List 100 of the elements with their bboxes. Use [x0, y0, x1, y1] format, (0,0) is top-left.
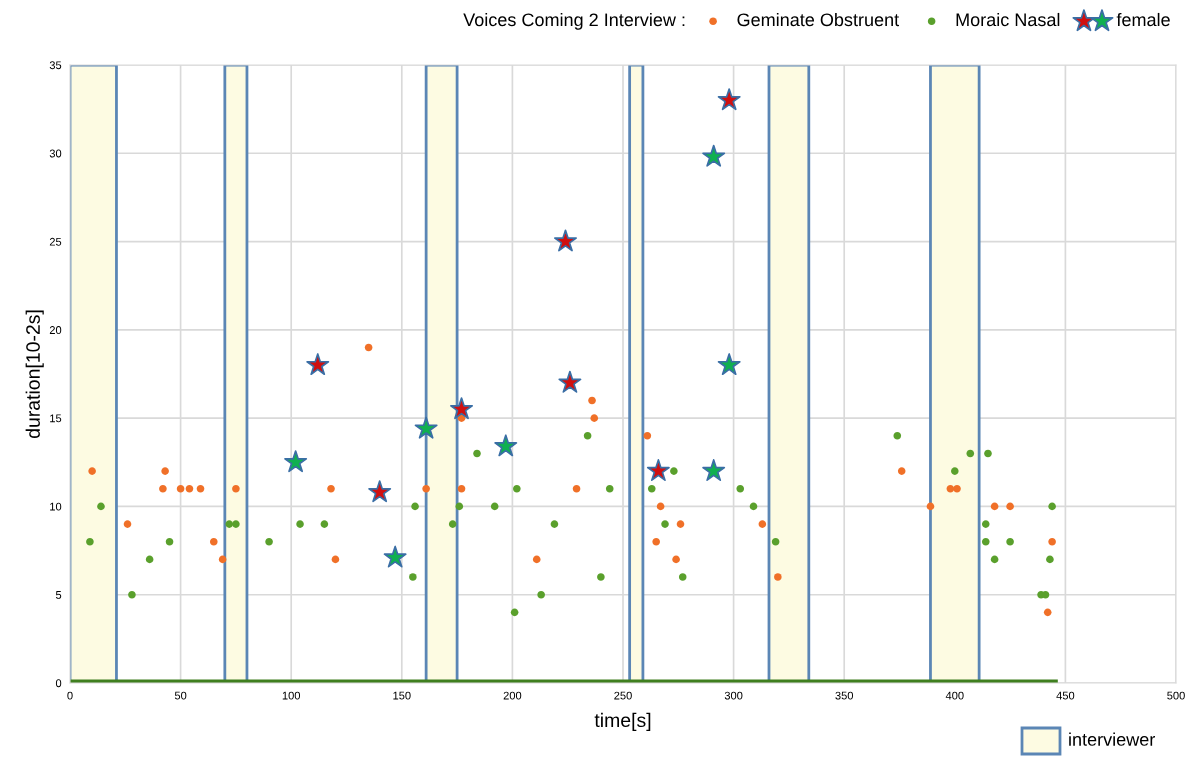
- point: [209, 537, 218, 546]
- point: [646, 459, 670, 482]
- point: [984, 449, 992, 458]
- point: [448, 520, 457, 528]
- point: [647, 484, 656, 493]
- x-axis-title: time[s]: [594, 712, 651, 731]
- point: [97, 502, 105, 511]
- point: [86, 537, 94, 546]
- y-tick-label: 20: [49, 326, 62, 334]
- y-tick-label: 25: [49, 237, 62, 246]
- x-tick-label: 300: [724, 691, 743, 700]
- y-tick-label: 0: [55, 679, 62, 688]
- point: [161, 467, 169, 475]
- y-tick-label: 15: [50, 414, 62, 423]
- x-tick-label: 150: [393, 691, 411, 700]
- point: [661, 520, 669, 528]
- point: [320, 520, 329, 528]
- point: [702, 144, 726, 167]
- x-tick-label: 200: [503, 691, 522, 700]
- x-tick-label: 50: [174, 691, 187, 700]
- y-tick-label: 5: [55, 591, 62, 599]
- point: [409, 573, 417, 581]
- point: [652, 537, 660, 546]
- y-tick-label: 35: [49, 61, 62, 70]
- point: [774, 573, 782, 581]
- point: [656, 502, 665, 511]
- point: [990, 502, 999, 511]
- point: [159, 484, 167, 493]
- point: [588, 396, 596, 405]
- point: [450, 397, 474, 420]
- x-tick-label: 500: [1167, 691, 1185, 700]
- y-tick-label: 30: [49, 149, 62, 158]
- point: [893, 432, 902, 440]
- x-tick-label: 0: [67, 691, 73, 700]
- point: [123, 520, 132, 528]
- point: [457, 484, 466, 493]
- point: [966, 449, 975, 458]
- point: [232, 520, 240, 528]
- legend-label: interviewer: [1069, 732, 1155, 746]
- x-tick-label: 400: [945, 691, 964, 700]
- point: [990, 555, 999, 564]
- point: [953, 484, 961, 493]
- point: [145, 555, 154, 564]
- point: [368, 480, 392, 503]
- point: [1046, 555, 1054, 564]
- point: [597, 573, 605, 581]
- point: [383, 545, 407, 568]
- point: [176, 484, 185, 493]
- point: [951, 467, 959, 475]
- point: [88, 467, 96, 475]
- point: [327, 484, 335, 493]
- point: [185, 484, 194, 493]
- point: [572, 484, 581, 493]
- point: [414, 416, 438, 439]
- point: [232, 484, 240, 493]
- point: [558, 370, 582, 393]
- point: [537, 590, 545, 599]
- point: [284, 450, 308, 473]
- point: [926, 502, 935, 511]
- legend-label: female: [1116, 12, 1170, 27]
- point: [296, 520, 304, 528]
- point: [605, 484, 614, 493]
- point: [510, 608, 519, 617]
- point: [550, 520, 559, 528]
- y-axis-title: duration[10-2s]: [25, 310, 44, 439]
- point: [455, 502, 464, 511]
- point: [717, 88, 741, 111]
- point: [494, 434, 518, 457]
- chart-title: Voices Coming 2 Interview :: [463, 12, 685, 30]
- point: [218, 555, 227, 564]
- point: [583, 432, 592, 440]
- point: [265, 537, 273, 546]
- point: [702, 459, 726, 482]
- point: [771, 537, 780, 546]
- point: [678, 573, 687, 581]
- point: [1048, 502, 1056, 511]
- point: [643, 432, 652, 440]
- point: [590, 414, 599, 422]
- y-tick-label: 10: [50, 502, 62, 511]
- legend-label: Geminate Obstruent: [737, 12, 900, 27]
- point: [306, 353, 330, 376]
- point: [128, 590, 136, 599]
- point: [411, 502, 419, 511]
- point: [749, 502, 758, 511]
- x-tick-label: 450: [1056, 691, 1075, 700]
- x-tick-label: 250: [614, 691, 632, 700]
- point: [473, 449, 481, 458]
- point: [736, 484, 745, 493]
- point: [758, 520, 767, 528]
- point: [1006, 502, 1014, 511]
- point: [981, 537, 990, 546]
- point: [422, 484, 430, 493]
- point: [897, 467, 906, 475]
- point: [225, 520, 234, 528]
- point: [513, 484, 521, 493]
- point: [364, 343, 373, 352]
- point: [1006, 537, 1014, 546]
- legend-label: Moraic Nasal: [956, 12, 1060, 27]
- point: [676, 520, 685, 528]
- point: [490, 502, 499, 511]
